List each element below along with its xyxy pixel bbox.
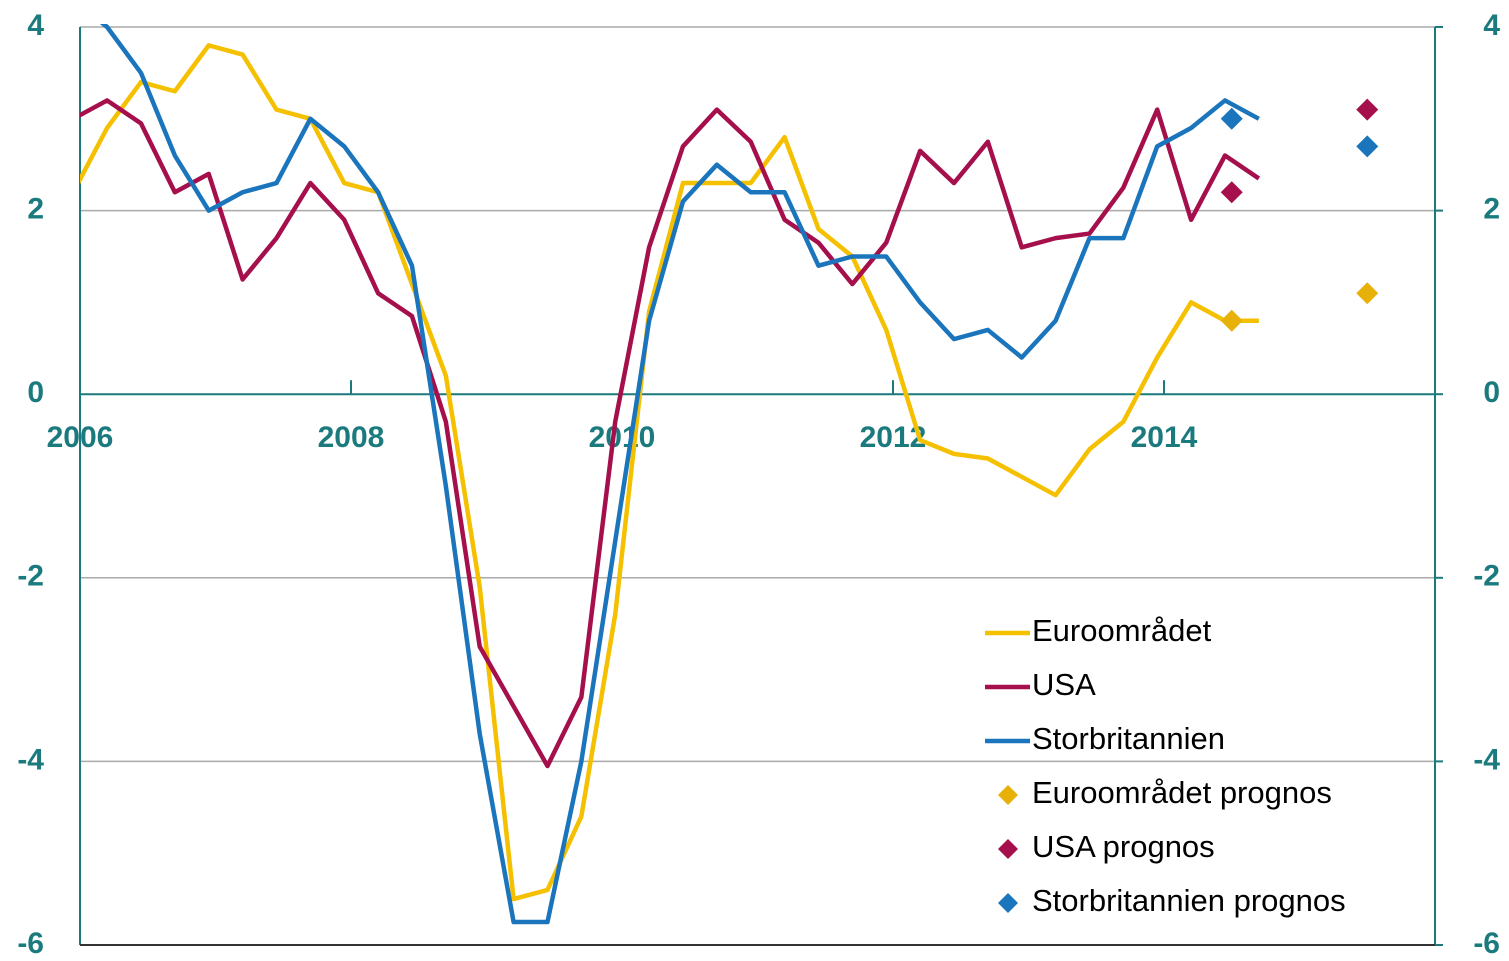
forecast-marker [1220,181,1243,204]
y2-tick-label: -4 [1473,743,1500,776]
y2-tick-label: 2 [1483,193,1500,226]
legend-marker [998,785,1018,805]
y2-tick-label: -6 [1473,927,1500,960]
y-tick-label: 0 [27,376,44,409]
forecast-marker [1356,282,1379,305]
y-tick-label: 2 [27,193,44,226]
y-tick-label: -2 [17,560,44,593]
legend-marker [998,839,1018,859]
legend-marker [998,893,1018,913]
x-tick-label: 2006 [47,421,114,454]
y2-tick-label: 4 [1483,9,1500,42]
y-tick-label: -6 [17,927,44,960]
y-tick-label: 4 [27,9,44,42]
legend-label: USA prognos [1032,829,1215,864]
legend-label: Euroområdet [1032,613,1212,648]
y-tick-label: -4 [17,743,44,776]
y2-tick-label: 0 [1483,376,1500,409]
x-tick-label: 2008 [318,421,385,454]
line-series [80,43,1259,902]
forecast-marker [1356,98,1379,121]
y2-tick-label: -2 [1473,560,1500,593]
forecast-marker [1356,135,1379,158]
plot-area [80,24,1379,925]
legend-label: Euroområdet prognos [1032,775,1332,810]
legend-label: Storbritannien [1032,721,1225,756]
forecast-marker [1220,309,1243,332]
legend-label: Storbritannien prognos [1032,883,1346,918]
legend-label: USA [1032,667,1096,702]
line-series [80,98,1261,769]
forecast-marker [1220,107,1243,130]
x-tick-label: 2014 [1131,421,1198,454]
x-tick-label: 2010 [589,421,656,454]
line-series [99,24,1260,925]
